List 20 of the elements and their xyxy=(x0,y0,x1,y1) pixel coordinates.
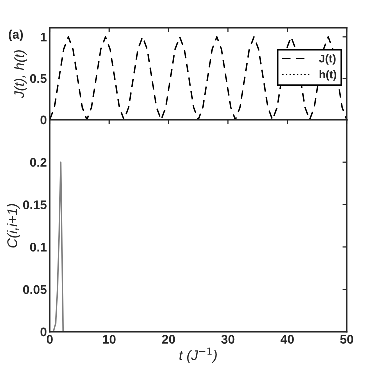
y-axis-title: C(i,i+1) xyxy=(7,204,20,248)
y-tick-label: 0.15 xyxy=(23,200,47,210)
y-tick-label: 0.05 xyxy=(23,285,47,294)
x-tick-label: 30 xyxy=(222,335,235,344)
y-tick-label: 0.1 xyxy=(30,243,47,252)
y-tick-label: 1 xyxy=(41,33,47,42)
y-tick-label: 0.2 xyxy=(30,158,47,168)
x-tick-label: 0 xyxy=(47,335,53,344)
legend-label: J(t) xyxy=(319,54,336,65)
x-tick-label: 20 xyxy=(162,335,176,344)
text: (a) xyxy=(9,30,24,42)
y-tick-label: 0.5 xyxy=(30,74,47,84)
y-axis-title: J(t), h(t) xyxy=(14,50,28,98)
y-tick-label: 0 xyxy=(40,328,47,337)
x-tick-label: 10 xyxy=(103,335,116,344)
x-tick-label: 50 xyxy=(340,335,354,344)
y-tick-label: 0 xyxy=(40,116,47,125)
x-tick-label: 40 xyxy=(280,335,294,344)
legend-label: h(t) xyxy=(320,70,336,81)
x-axis-title: t (J$^{−1}$) xyxy=(180,348,217,364)
